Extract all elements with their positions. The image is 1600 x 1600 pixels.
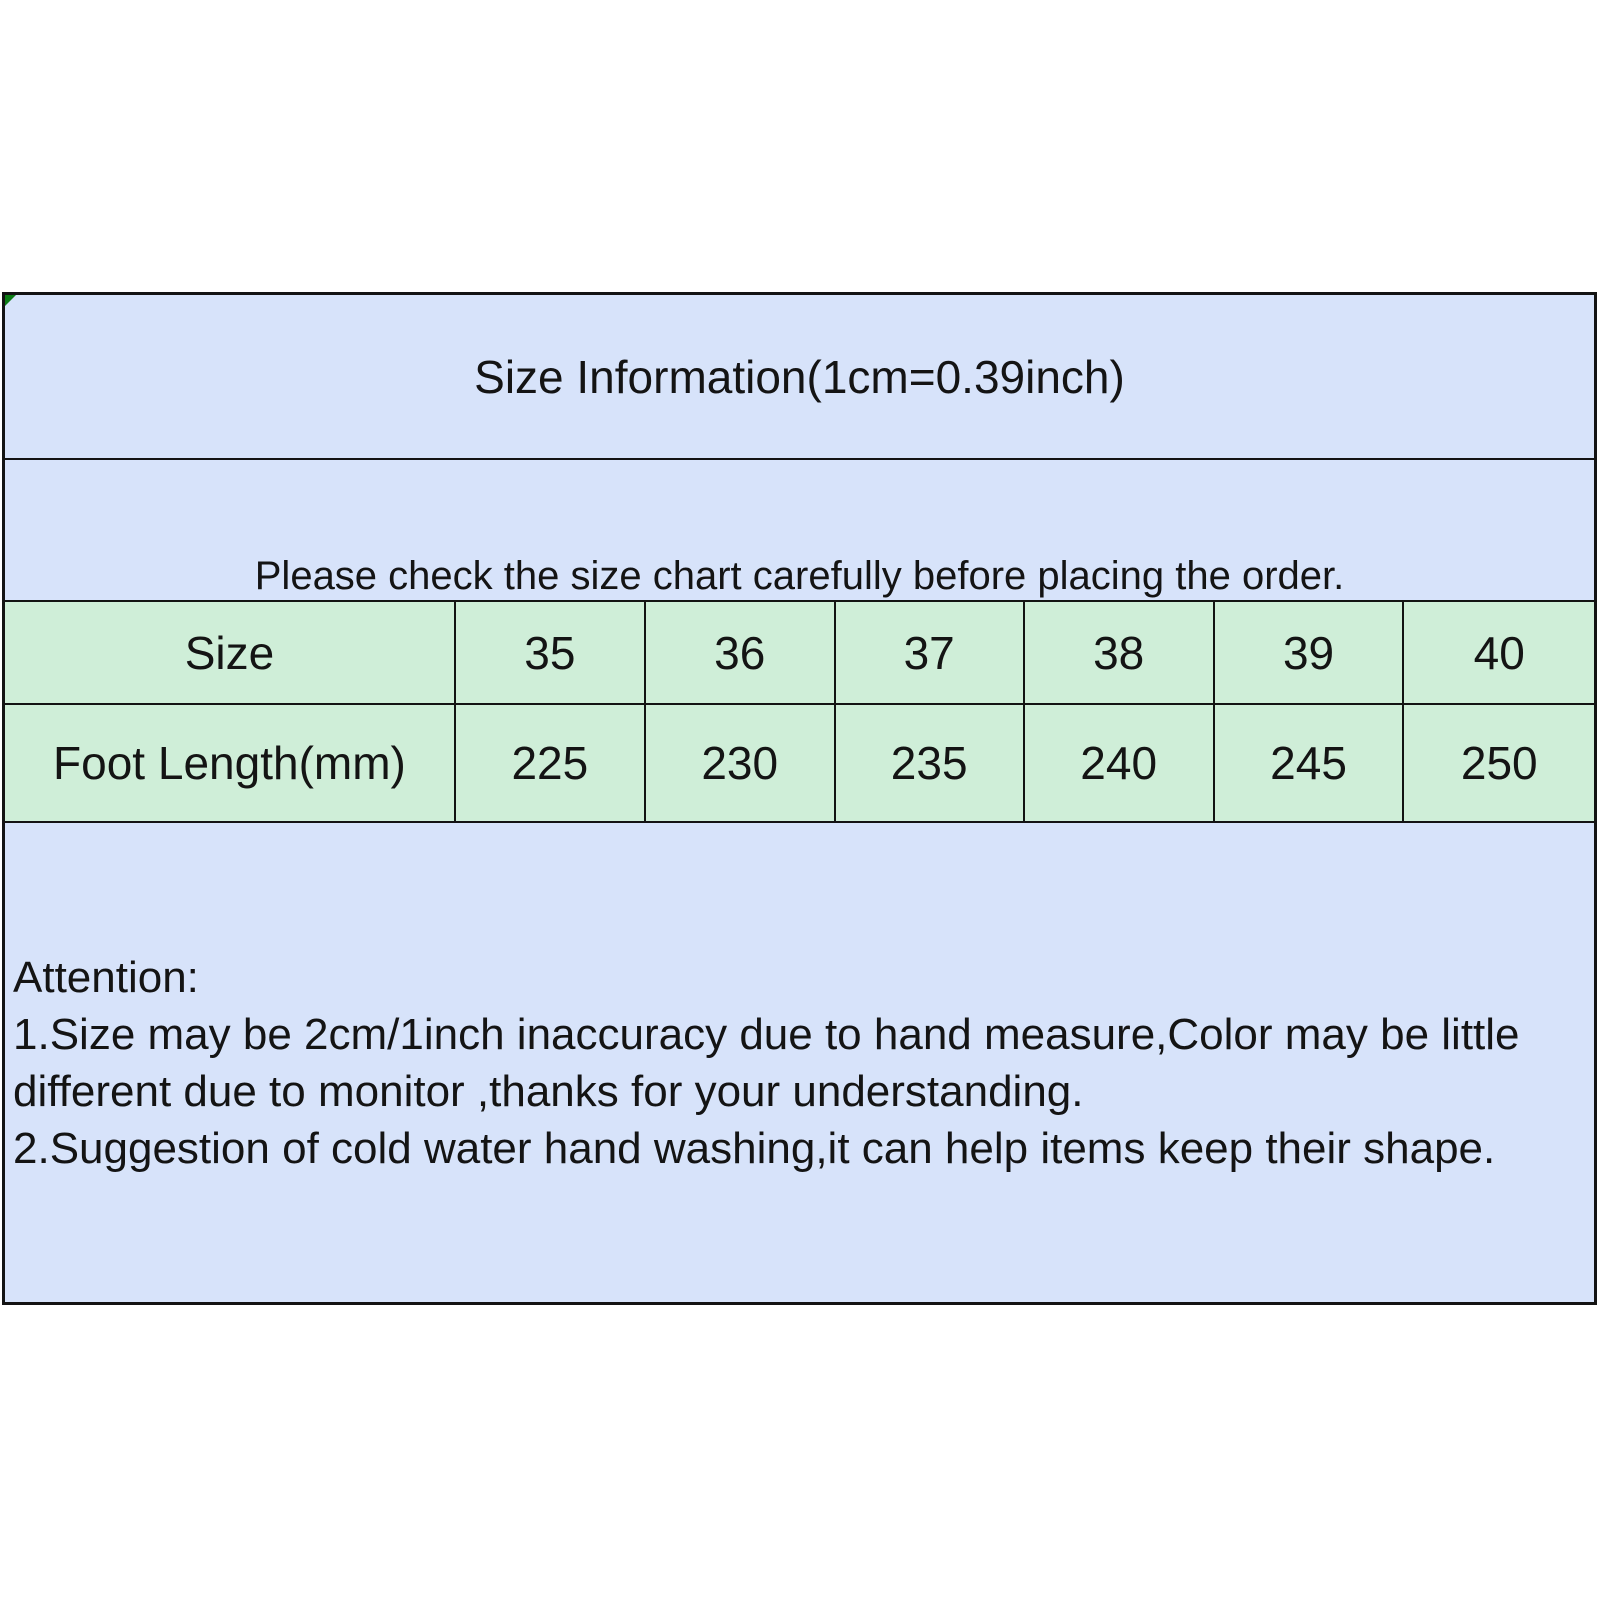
attention-line: different due to monitor ,thanks for you… bbox=[13, 1066, 1084, 1116]
foot-length-value-cell: 250 bbox=[1402, 705, 1594, 821]
size-header-row: Size 35 36 37 38 39 40 bbox=[5, 600, 1594, 703]
attention-note-block: Attention: 1.Size may be 2cm/1inch inacc… bbox=[5, 821, 1594, 1302]
size-value-cell: 38 bbox=[1022, 602, 1213, 703]
size-value-cell: 39 bbox=[1212, 602, 1403, 703]
foot-length-value-cell: 225 bbox=[453, 705, 644, 821]
foot-length-value-cell: 230 bbox=[643, 705, 834, 821]
page-title: Size Information(1cm=0.39inch) bbox=[474, 350, 1125, 403]
subtitle-text: Please check the size chart carefully be… bbox=[254, 554, 1345, 598]
size-value-cell: 37 bbox=[833, 602, 1023, 703]
foot-length-label-cell: Foot Length(mm) bbox=[53, 737, 406, 789]
size-value-cell: 35 bbox=[453, 602, 644, 703]
foot-length-value-cell: 245 bbox=[1212, 705, 1403, 821]
attention-line: 2.Suggestion of cold water hand washing,… bbox=[13, 1123, 1496, 1173]
foot-length-value-cell: 240 bbox=[1022, 705, 1213, 821]
size-label-cell: Size bbox=[184, 626, 275, 679]
attention-heading: Attention: bbox=[13, 952, 199, 1002]
excel-comment-marker-icon bbox=[5, 295, 16, 306]
attention-line: 1.Size may be 2cm/1inch inaccuracy due t… bbox=[13, 1009, 1520, 1059]
title-row: Size Information(1cm=0.39inch) bbox=[5, 295, 1594, 458]
foot-length-value-cell: 235 bbox=[833, 705, 1023, 821]
foot-length-row: Foot Length(mm) 225 230 235 240 245 250 bbox=[5, 703, 1594, 821]
subtitle-row: Please check the size chart carefully be… bbox=[5, 458, 1594, 600]
size-chart-sheet: Size Information(1cm=0.39inch) Please ch… bbox=[2, 292, 1597, 1305]
size-value-cell: 36 bbox=[643, 602, 834, 703]
size-value-cell: 40 bbox=[1402, 602, 1594, 703]
